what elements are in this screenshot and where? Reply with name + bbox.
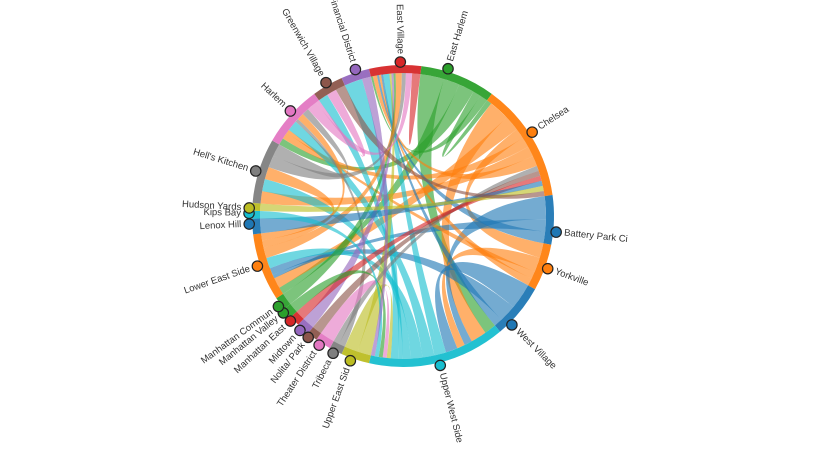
node-west-village[interactable]	[506, 319, 518, 331]
node-lenox-hill[interactable]	[243, 218, 256, 230]
node-label-west-village: West Village	[514, 327, 559, 372]
ribbon-east-harlem-harlem	[279, 84, 474, 171]
node-label-yorkville: Yorkville	[553, 266, 590, 288]
ribbon-layer	[260, 73, 547, 359]
ribbon-lenox-hill-chelsea	[260, 180, 543, 234]
ribbon-east-harlem-chelsea	[442, 91, 492, 158]
ribbon-upper-west-side-lower-east-side	[266, 248, 423, 359]
node-label-harlem: Harlem	[258, 81, 288, 110]
node-manhattan-east[interactable]	[284, 315, 297, 327]
node-upper-west-side[interactable]	[434, 359, 447, 372]
group-arc-nolita	[307, 327, 321, 340]
node-midtown[interactable]	[294, 324, 306, 337]
ribbon-west-village-upper-west-side	[435, 261, 529, 353]
group-arc-chelsea	[487, 93, 553, 197]
node-financial-district[interactable]	[349, 63, 362, 76]
group-arc-manhattan-valley	[284, 304, 297, 318]
ribbon-east-harlem-lower-east-side	[279, 79, 460, 294]
ribbon-harlem-east-village	[307, 73, 413, 155]
node-east-village[interactable]	[394, 56, 407, 68]
group-arc-greenwich-village	[314, 78, 345, 101]
ribbon-battery-park-city-upper-west-side	[445, 196, 547, 346]
node-upper-east-side[interactable]	[344, 354, 357, 367]
node-label-east-village: East Village	[394, 4, 406, 54]
node-nolita[interactable]	[302, 331, 314, 344]
node-marker-layer	[243, 56, 562, 372]
group-arc-upper-east-side	[341, 346, 371, 364]
node-hell-s-kitchen[interactable]	[249, 165, 262, 177]
ribbon-financial-district-upper-west-side	[361, 76, 388, 357]
group-arc-harlem	[272, 93, 319, 145]
ribbon-hell-s-kitchen-harlem	[273, 109, 349, 178]
ribbon-upper-west-side-harlem	[288, 121, 435, 358]
group-arc-tribeca	[329, 341, 345, 354]
node-manhattan-community[interactable]	[272, 300, 285, 313]
ribbon-chelsea-east-village	[372, 75, 537, 180]
group-arc-manhattan-east	[290, 311, 304, 325]
group-arc-manhattan-community	[276, 293, 291, 309]
ribbon-harlem-greenwich-village	[316, 89, 366, 157]
node-hudson-yards[interactable]	[243, 202, 256, 214]
node-label-hell-s-kitchen: Hell's Kitchen	[192, 147, 250, 174]
ribbon-chelsea-harlem	[282, 132, 529, 180]
ribbon-hell-s-kitchen-east-village	[268, 73, 406, 180]
ribbon-lower-east-side-hell-s-kitchen	[261, 167, 335, 241]
node-label-upper-west-side: Upper West Side	[437, 372, 465, 444]
ribbon-hudson-yards-chelsea	[260, 185, 544, 212]
node-east-harlem[interactable]	[442, 62, 454, 75]
group-arc-west-village	[494, 285, 536, 332]
group-arc-east-harlem	[420, 66, 492, 101]
node-label-kips-bay: Kips Bay	[203, 207, 241, 219]
group-arc-yorkville	[528, 243, 552, 290]
group-arc-theater-district	[316, 333, 334, 349]
ribbon-yorkville-harlem	[286, 129, 535, 279]
ribbon-theater-district-upper-west-side	[320, 280, 390, 359]
node-tribeca[interactable]	[327, 347, 339, 360]
ribbon-east-harlem-east-village	[370, 76, 488, 153]
node-theater-district[interactable]	[313, 339, 325, 351]
node-label-hudson-yards: Hudson Yards	[182, 199, 242, 213]
ribbon-chelsea-lower-east-side	[274, 117, 517, 288]
ribbon-upper-west-side-east-village	[383, 73, 447, 356]
node-chelsea[interactable]	[526, 126, 538, 138]
group-arc-hell-s-kitchen	[252, 140, 280, 204]
group-arc-layer	[252, 64, 555, 367]
node-battery-park-city[interactable]	[550, 226, 562, 238]
node-label-lenox-hill: Lenox Hill	[199, 219, 241, 232]
ribbon-yorkville-upper-west-side	[441, 247, 540, 349]
group-arc-midtown	[298, 318, 314, 334]
node-label-financial-district: Financial District	[326, 0, 358, 64]
node-lower-east-side[interactable]	[251, 260, 264, 272]
ribbon-east-village-east-village	[408, 73, 421, 145]
node-harlem[interactable]	[284, 105, 297, 117]
node-yorkville[interactable]	[541, 262, 554, 275]
group-arc-upper-west-side	[369, 325, 501, 367]
node-label-chelsea: Chelsea	[536, 104, 572, 133]
ribbon-battery-park-city-east-village	[376, 75, 546, 244]
node-label-east-harlem: East Harlem	[445, 9, 471, 62]
node-label-greenwich-village: Greenwich Village	[279, 7, 327, 79]
ribbon-manhattan-valley-upper-west-side	[290, 270, 386, 358]
node-label-battery-park-city: Battery Park Ci	[564, 227, 629, 245]
group-arc-lower-east-side	[253, 233, 284, 299]
group-arc-east-village	[369, 64, 422, 77]
node-label-lower-east-side: Lower East Side	[183, 264, 252, 297]
group-arc-financial-district	[341, 68, 371, 86]
node-greenwich-village[interactable]	[320, 76, 332, 89]
ribbon-upper-east-side-upper-west-side	[344, 284, 393, 359]
